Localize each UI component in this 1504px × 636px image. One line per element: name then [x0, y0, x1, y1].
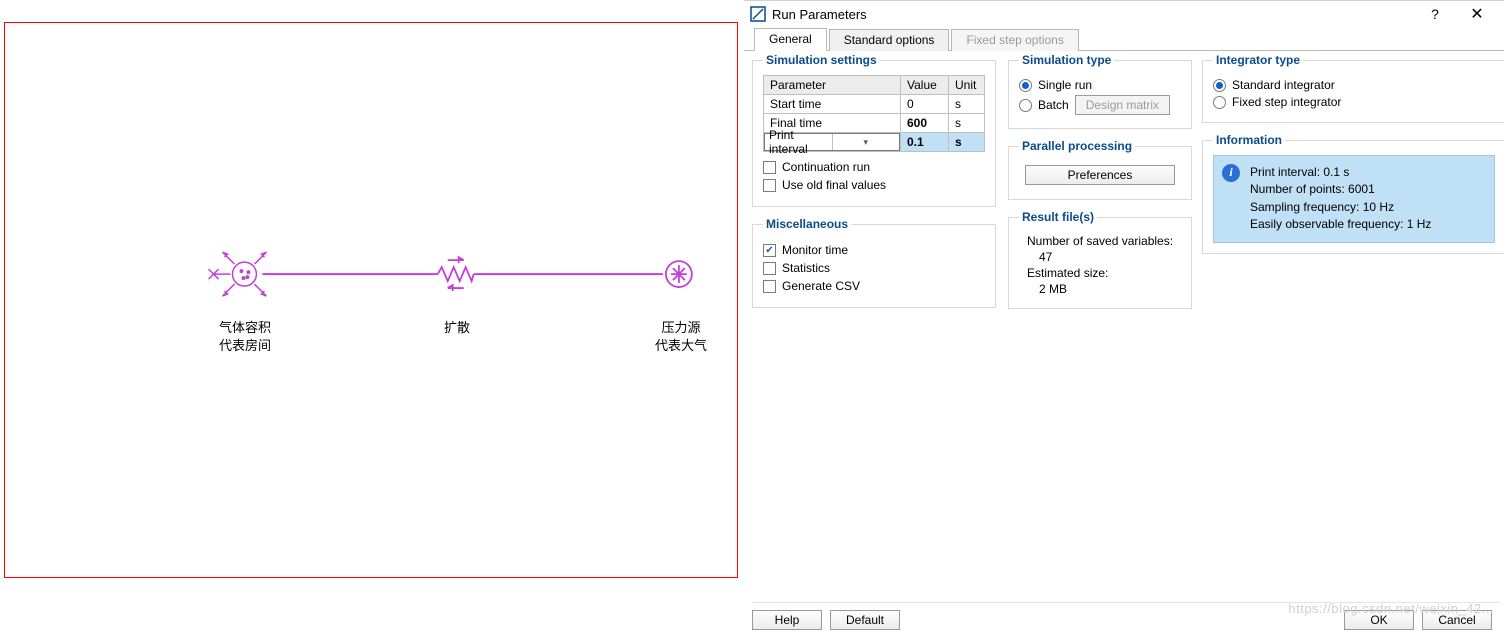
value-estimated-size: 2 MB — [1039, 282, 1181, 296]
radio-single-run[interactable] — [1019, 79, 1032, 92]
label-saved-variables: Number of saved variables: — [1027, 234, 1181, 248]
label-fixed-step-integrator: Fixed step integrator — [1232, 95, 1341, 109]
label-batch: Batch — [1038, 98, 1069, 112]
label-continuation-run: Continuation run — [782, 160, 870, 174]
chevron-down-icon[interactable]: ▾ — [832, 134, 900, 150]
value-saved-variables: 47 — [1039, 250, 1181, 264]
design-matrix-button: Design matrix — [1075, 95, 1170, 115]
label-monitor-time: Monitor time — [782, 243, 848, 257]
legend-parallel-processing: Parallel processing — [1019, 139, 1135, 153]
col-parameter: Parameter — [764, 76, 901, 95]
legend-simulation-settings: Simulation settings — [763, 53, 880, 67]
info-icon: i — [1222, 164, 1240, 182]
node-label-gas-volume: 气体容积 代表房间 — [219, 319, 271, 354]
label-estimated-size: Estimated size: — [1027, 266, 1181, 280]
radio-standard-integrator[interactable] — [1213, 79, 1226, 92]
group-result-files: Result file(s) Number of saved variables… — [1008, 210, 1192, 309]
help-button[interactable]: Help — [752, 610, 822, 630]
tabstrip: General Standard options Fixed step opti… — [744, 27, 1504, 51]
col-value: Value — [901, 76, 949, 95]
node-label-diffusion: 扩散 — [444, 319, 470, 337]
print-interval-combo[interactable]: Print interval ▾ — [764, 133, 900, 151]
group-information: Information i Print interval: 0.1 s Numb… — [1202, 133, 1504, 254]
label-single-run: Single run — [1038, 78, 1092, 92]
app-icon — [750, 6, 766, 22]
information-box: i Print interval: 0.1 s Number of points… — [1213, 155, 1495, 243]
table-row-selected[interactable]: Print interval ▾ 0.1 s — [764, 133, 985, 152]
tab-fixed-step-options: Fixed step options — [951, 29, 1078, 51]
tab-standard-options[interactable]: Standard options — [829, 29, 950, 51]
col-unit: Unit — [949, 76, 985, 95]
label-use-old-final-values: Use old final values — [782, 178, 886, 192]
label-standard-integrator: Standard integrator — [1232, 78, 1335, 92]
checkbox-continuation-run[interactable] — [763, 161, 776, 174]
radio-fixed-step-integrator[interactable] — [1213, 96, 1226, 109]
group-integrator-type: Integrator type Standard integrator Fixe… — [1202, 53, 1504, 123]
node-diffusion[interactable] — [438, 257, 474, 291]
table-row[interactable]: Start time 0 s — [764, 95, 985, 114]
legend-simulation-type: Simulation type — [1019, 53, 1114, 67]
dialog-title: Run Parameters — [772, 7, 1414, 22]
group-miscellaneous: Miscellaneous Monitor time Statistics Ge… — [752, 217, 996, 308]
group-simulation-type: Simulation type Single run Batch Design … — [1008, 53, 1192, 129]
diagram-canvas: 气体容积 代表房间 扩散 压力源 代表大气 — [4, 22, 738, 578]
checkbox-statistics[interactable] — [763, 262, 776, 275]
node-gas-volume[interactable] — [209, 252, 267, 296]
info-line: Easily observable frequency: 1 Hz — [1250, 216, 1484, 233]
radio-batch[interactable] — [1019, 99, 1032, 112]
preferences-button[interactable]: Preferences — [1025, 165, 1175, 185]
node-pressure-source[interactable] — [666, 261, 692, 287]
tab-general[interactable]: General — [754, 28, 827, 51]
info-line: Sampling frequency: 10 Hz — [1250, 199, 1484, 216]
legend-integrator-type: Integrator type — [1213, 53, 1303, 67]
params-table: Parameter Value Unit Start time 0 s Fina… — [763, 75, 985, 152]
checkbox-generate-csv[interactable] — [763, 280, 776, 293]
legend-miscellaneous: Miscellaneous — [763, 217, 851, 231]
legend-information: Information — [1213, 133, 1285, 147]
group-simulation-settings: Simulation settings Parameter Value Unit… — [752, 53, 996, 207]
checkbox-use-old-final-values[interactable] — [763, 179, 776, 192]
dialog-titlebar: Run Parameters ? ✕ — [744, 1, 1504, 27]
checkbox-monitor-time[interactable] — [763, 244, 776, 257]
run-parameters-dialog: Run Parameters ? ✕ General Standard opti… — [744, 0, 1504, 636]
info-line: Print interval: 0.1 s — [1250, 164, 1484, 181]
group-parallel-processing: Parallel processing Preferences — [1008, 139, 1192, 200]
label-statistics: Statistics — [782, 261, 830, 275]
label-generate-csv: Generate CSV — [782, 279, 860, 293]
help-titlebar-button[interactable]: ? — [1414, 2, 1456, 26]
info-line: Number of points: 6001 — [1250, 181, 1484, 198]
watermark-text: https://blog.csdn.net/weixin_42... — [1288, 601, 1494, 616]
node-label-pressure-source: 压力源 代表大气 — [655, 319, 707, 354]
close-titlebar-button[interactable]: ✕ — [1456, 2, 1498, 26]
legend-result-files: Result file(s) — [1019, 210, 1097, 224]
diagram-svg — [5, 23, 737, 577]
dialog-content: Simulation settings Parameter Value Unit… — [752, 53, 1504, 598]
default-button[interactable]: Default — [830, 610, 900, 630]
